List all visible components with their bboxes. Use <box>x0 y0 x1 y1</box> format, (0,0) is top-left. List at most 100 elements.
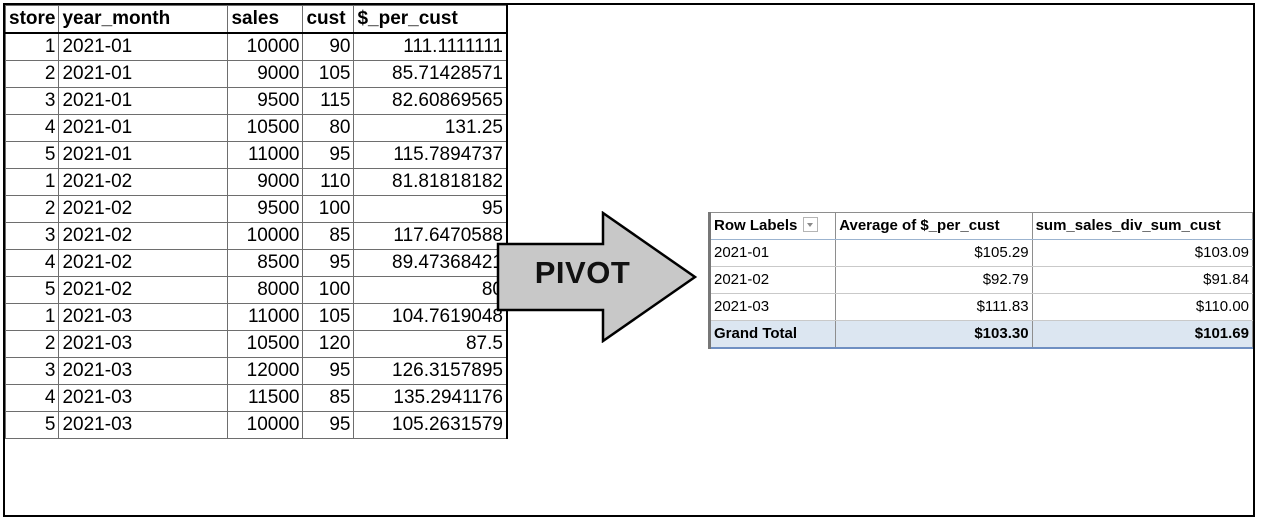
cell-year-month[interactable]: 2021-03 <box>58 330 229 358</box>
cell-store[interactable]: 3 <box>5 222 60 250</box>
cell-year-month[interactable]: 2021-02 <box>58 249 229 277</box>
pivot-cell-average[interactable]: $105.29 <box>835 239 1033 267</box>
cell-year-month[interactable]: 2021-01 <box>58 32 229 61</box>
cell-per-cust[interactable]: 89.47368421 <box>353 249 508 277</box>
cell-sales[interactable]: 11000 <box>227 303 304 331</box>
cell-cust[interactable]: 105 <box>302 60 355 88</box>
cell-per-cust[interactable]: 111.1111111 <box>353 32 508 61</box>
cell-per-cust[interactable]: 126.3157895 <box>353 357 508 385</box>
cell-year-month[interactable]: 2021-01 <box>58 141 229 169</box>
cell-per-cust[interactable]: 105.2631579 <box>353 411 508 439</box>
cell-sales[interactable]: 10500 <box>227 330 304 358</box>
pivot-cell-average[interactable]: $92.79 <box>835 266 1033 294</box>
pivot-cell-average[interactable]: $111.83 <box>835 293 1033 321</box>
cell-year-month[interactable]: 2021-02 <box>58 222 229 250</box>
pivot-row-label[interactable]: 2021-03 <box>709 293 837 321</box>
cell-sales[interactable]: 10000 <box>227 222 304 250</box>
cell-cust[interactable]: 105 <box>302 303 355 331</box>
cell-year-month[interactable]: 2021-03 <box>58 303 229 331</box>
cell-store[interactable]: 5 <box>5 411 60 439</box>
cell-store[interactable]: 5 <box>5 141 60 169</box>
cell-sales[interactable]: 12000 <box>227 357 304 385</box>
cell-sales[interactable]: 9500 <box>227 195 304 223</box>
cell-cust[interactable]: 95 <box>302 357 355 385</box>
pivot-row-label[interactable]: 2021-02 <box>709 266 837 294</box>
col-header-per-cust[interactable]: $_per_cust <box>353 5 508 34</box>
cell-cust[interactable]: 100 <box>302 195 355 223</box>
col-header-cust[interactable]: cust <box>302 5 355 34</box>
cell-store[interactable]: 4 <box>5 249 60 277</box>
cell-year-month[interactable]: 2021-01 <box>58 60 229 88</box>
pivot-row: 2021-03 $111.83 $110.00 <box>709 293 1253 321</box>
pivot-header-sum-div[interactable]: sum_sales_div_sum_cust <box>1032 212 1253 240</box>
cell-per-cust[interactable]: 87.5 <box>353 330 508 358</box>
table-row: 5 2021-03 10000 95 105.2631579 <box>5 411 508 439</box>
cell-store[interactable]: 4 <box>5 114 60 142</box>
cell-store[interactable]: 3 <box>5 87 60 115</box>
grand-total-average[interactable]: $103.30 <box>835 320 1033 349</box>
table-row: 3 2021-02 10000 85 117.6470588 <box>5 222 508 250</box>
cell-store[interactable]: 4 <box>5 384 60 412</box>
cell-sales[interactable]: 9000 <box>227 168 304 196</box>
cell-cust[interactable]: 95 <box>302 249 355 277</box>
cell-cust[interactable]: 115 <box>302 87 355 115</box>
cell-store[interactable]: 2 <box>5 330 60 358</box>
cell-store[interactable]: 1 <box>5 168 60 196</box>
cell-cust[interactable]: 110 <box>302 168 355 196</box>
cell-store[interactable]: 2 <box>5 195 60 223</box>
cell-per-cust[interactable]: 135.2941176 <box>353 384 508 412</box>
dropdown-filter-icon[interactable] <box>803 217 819 232</box>
cell-store[interactable]: 5 <box>5 276 60 304</box>
cell-cust[interactable]: 80 <box>302 114 355 142</box>
cell-per-cust[interactable]: 131.25 <box>353 114 508 142</box>
cell-store[interactable]: 1 <box>5 32 60 61</box>
cell-cust[interactable]: 85 <box>302 384 355 412</box>
pivot-header-average[interactable]: Average of $_per_cust <box>835 212 1033 240</box>
cell-per-cust[interactable]: 82.60869565 <box>353 87 508 115</box>
pivot-cell-sum-div[interactable]: $103.09 <box>1032 239 1253 267</box>
cell-sales[interactable]: 10000 <box>227 32 304 61</box>
cell-year-month[interactable]: 2021-01 <box>58 114 229 142</box>
cell-sales[interactable]: 10000 <box>227 411 304 439</box>
cell-sales[interactable]: 11000 <box>227 141 304 169</box>
col-header-store[interactable]: store <box>5 5 60 34</box>
pivot-header-row-labels[interactable]: Row Labels <box>709 212 837 240</box>
cell-sales[interactable]: 11500 <box>227 384 304 412</box>
cell-sales[interactable]: 9000 <box>227 60 304 88</box>
cell-year-month[interactable]: 2021-01 <box>58 87 229 115</box>
pivot-row-label[interactable]: 2021-01 <box>709 239 837 267</box>
cell-store[interactable]: 2 <box>5 60 60 88</box>
cell-per-cust[interactable]: 117.6470588 <box>353 222 508 250</box>
cell-cust[interactable]: 95 <box>302 141 355 169</box>
cell-sales[interactable]: 9500 <box>227 87 304 115</box>
cell-per-cust[interactable]: 81.81818182 <box>353 168 508 196</box>
cell-per-cust[interactable]: 80 <box>353 276 508 304</box>
cell-year-month[interactable]: 2021-02 <box>58 195 229 223</box>
cell-sales[interactable]: 8000 <box>227 276 304 304</box>
cell-per-cust[interactable]: 104.7619048 <box>353 303 508 331</box>
cell-cust[interactable]: 100 <box>302 276 355 304</box>
cell-sales[interactable]: 8500 <box>227 249 304 277</box>
cell-per-cust[interactable]: 95 <box>353 195 508 223</box>
pivot-table: Row Labels Average of $_per_cust sum_sal… <box>708 212 1253 349</box>
cell-cust[interactable]: 120 <box>302 330 355 358</box>
grand-total-sum-div[interactable]: $101.69 <box>1032 320 1253 349</box>
cell-store[interactable]: 3 <box>5 357 60 385</box>
cell-year-month[interactable]: 2021-03 <box>58 357 229 385</box>
col-header-sales[interactable]: sales <box>227 5 304 34</box>
cell-cust[interactable]: 85 <box>302 222 355 250</box>
cell-cust[interactable]: 90 <box>302 32 355 61</box>
grand-total-label[interactable]: Grand Total <box>709 320 837 349</box>
cell-per-cust[interactable]: 115.7894737 <box>353 141 508 169</box>
cell-year-month[interactable]: 2021-02 <box>58 168 229 196</box>
cell-per-cust[interactable]: 85.71428571 <box>353 60 508 88</box>
pivot-cell-sum-div[interactable]: $110.00 <box>1032 293 1253 321</box>
cell-sales[interactable]: 10500 <box>227 114 304 142</box>
cell-store[interactable]: 1 <box>5 303 60 331</box>
cell-cust[interactable]: 95 <box>302 411 355 439</box>
cell-year-month[interactable]: 2021-02 <box>58 276 229 304</box>
pivot-cell-sum-div[interactable]: $91.84 <box>1032 266 1253 294</box>
col-header-year-month[interactable]: year_month <box>58 5 229 34</box>
cell-year-month[interactable]: 2021-03 <box>58 411 229 439</box>
cell-year-month[interactable]: 2021-03 <box>58 384 229 412</box>
